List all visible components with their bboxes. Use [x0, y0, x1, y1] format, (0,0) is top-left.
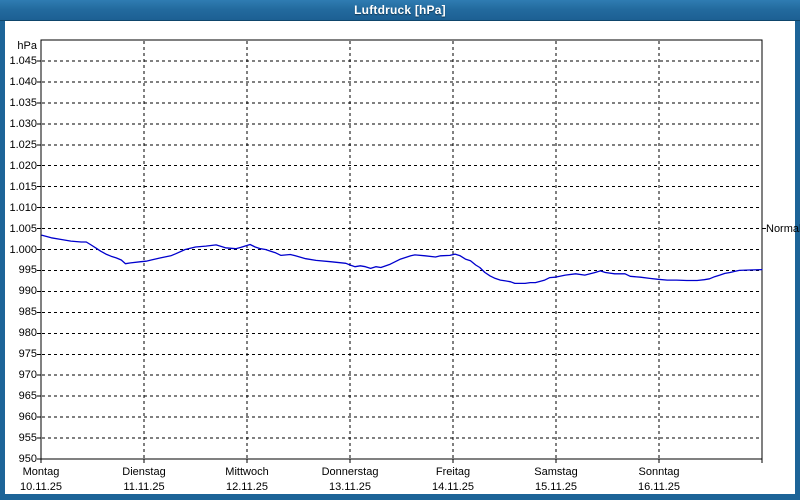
y-tick-label: 985	[18, 306, 37, 319]
y-tick-label: 1.035	[9, 96, 37, 109]
x-day-label: Samstag	[534, 466, 578, 478]
y-tick-label: 1.025	[9, 138, 37, 151]
x-date-label: 12.11.25	[225, 481, 268, 493]
normal-marker-label: Normal	[766, 222, 800, 235]
chart-panel	[5, 21, 795, 494]
y-tick-label: 1.045	[9, 54, 37, 67]
y-tick-label: 970	[18, 369, 37, 382]
y-tick-label: 975	[18, 348, 37, 361]
title-bar[interactable]: Luftdruck [hPa]	[0, 0, 800, 21]
window-title: Luftdruck [hPa]	[354, 3, 446, 17]
x-day-label: Sonntag	[638, 466, 680, 478]
y-axis-unit-label: hPa	[17, 40, 37, 52]
y-tick-label: 1.005	[9, 222, 37, 235]
x-day-label: Dienstag	[122, 466, 166, 478]
x-day-label: Mittwoch	[225, 466, 269, 478]
y-tick-label: 960	[18, 411, 37, 424]
y-tick-label: 1.020	[9, 159, 37, 172]
x-date-label: 10.11.25	[19, 481, 62, 493]
y-tick-label: 990	[18, 285, 37, 298]
x-day-label: Donnerstag	[321, 466, 379, 478]
y-tick-label: 1.015	[9, 180, 37, 193]
x-date-label: 11.11.25	[123, 481, 165, 493]
y-tick-label: 1.040	[9, 75, 37, 88]
x-day-label: Freitag	[435, 466, 471, 478]
x-date-label: 15.11.25	[534, 481, 577, 493]
y-tick-label: 955	[18, 432, 37, 445]
x-day-label: Montag	[22, 466, 60, 478]
x-date-label: 14.11.25	[431, 481, 474, 493]
y-tick-label: 995	[18, 264, 37, 277]
y-tick-label: 950	[18, 453, 37, 465]
y-tick-label: 1.030	[9, 117, 37, 130]
y-tick-label: 965	[18, 390, 37, 403]
x-date-label: 13.11.25	[328, 481, 371, 493]
y-tick-label: 980	[18, 327, 37, 340]
y-tick-label: 1.000	[9, 243, 37, 256]
y-tick-label: 1.010	[9, 201, 37, 214]
x-date-label: 16.11.25	[637, 481, 680, 493]
